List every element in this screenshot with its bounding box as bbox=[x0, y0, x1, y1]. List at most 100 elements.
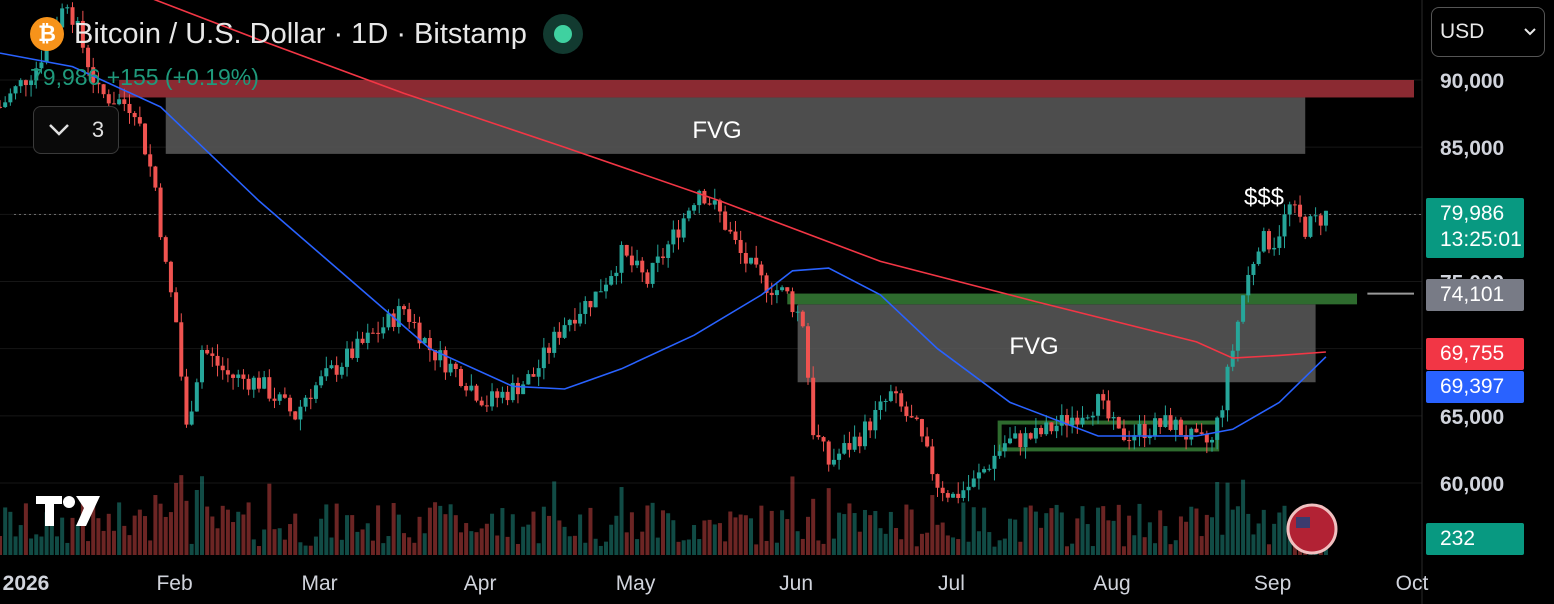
currency-select[interactable]: USD bbox=[1431, 7, 1545, 57]
volume-bar bbox=[640, 531, 645, 555]
volume-bar bbox=[365, 523, 370, 555]
volume-bar bbox=[795, 531, 800, 555]
candlesticks bbox=[0, 2, 1328, 504]
volume-bar bbox=[567, 536, 572, 555]
volume-bar bbox=[1064, 546, 1069, 555]
candle bbox=[940, 487, 945, 494]
volume-bar bbox=[1101, 506, 1106, 555]
volume-bar bbox=[1096, 507, 1101, 555]
volume-bar bbox=[184, 500, 189, 555]
candle bbox=[1008, 438, 1012, 444]
candle bbox=[1085, 417, 1090, 419]
symbol-header: ₿ Bitcoin / U.S. Dollar · 1D · Bitstamp bbox=[30, 14, 583, 54]
candle bbox=[1023, 433, 1028, 448]
candle bbox=[749, 257, 754, 264]
volume-bar bbox=[852, 513, 857, 555]
candle bbox=[262, 377, 267, 389]
volume-bar bbox=[862, 509, 867, 555]
ma-fast-tag bbox=[1426, 371, 1524, 403]
volume-bar bbox=[117, 502, 122, 555]
candle bbox=[75, 20, 80, 25]
volume-bar bbox=[552, 481, 557, 555]
volume-bar bbox=[458, 532, 463, 555]
candle bbox=[200, 349, 204, 383]
volume-bar bbox=[49, 505, 54, 555]
volume-bar bbox=[505, 536, 510, 555]
candle bbox=[1210, 439, 1214, 443]
candle bbox=[427, 338, 432, 351]
volume-bar bbox=[1023, 507, 1028, 555]
candle bbox=[70, 7, 75, 25]
volume-bar bbox=[267, 483, 272, 555]
candle bbox=[225, 370, 230, 375]
volume-bar bbox=[189, 543, 194, 555]
indicators-toggle-button[interactable]: 3 bbox=[33, 106, 119, 154]
volume-bar bbox=[816, 540, 821, 555]
candle bbox=[531, 374, 536, 377]
candle bbox=[122, 99, 127, 104]
candle bbox=[1121, 428, 1126, 441]
volume-bar bbox=[837, 512, 842, 555]
candle bbox=[29, 80, 34, 86]
candle bbox=[1132, 435, 1137, 441]
volume-bar bbox=[106, 513, 111, 555]
support-zone bbox=[787, 293, 1358, 305]
volume-bar bbox=[422, 533, 427, 555]
volume-bar bbox=[1210, 517, 1214, 555]
indicator-count: 3 bbox=[91, 117, 105, 142]
last-price-tag bbox=[1426, 198, 1524, 258]
volume-bar bbox=[951, 537, 956, 555]
candle bbox=[515, 382, 520, 395]
volume-bar bbox=[13, 536, 18, 555]
candle bbox=[604, 284, 608, 292]
volume-bar bbox=[971, 507, 976, 555]
volume-bar bbox=[334, 503, 339, 555]
candle bbox=[640, 260, 645, 273]
candle bbox=[707, 203, 712, 205]
candle bbox=[60, 8, 65, 28]
volume-bar bbox=[811, 498, 816, 555]
ma-slow-tag bbox=[1426, 338, 1524, 370]
volume-bar bbox=[262, 529, 267, 555]
volume-bar bbox=[717, 523, 722, 555]
last-price-tag-text: 13:25:01 bbox=[1440, 228, 1522, 251]
candle bbox=[1158, 418, 1163, 427]
candle bbox=[18, 80, 23, 87]
candle bbox=[1189, 428, 1194, 440]
volume-bar bbox=[666, 513, 671, 555]
candle bbox=[997, 451, 1002, 456]
volume-bar bbox=[148, 540, 153, 555]
candle bbox=[614, 272, 619, 277]
fvg-zone bbox=[165, 97, 1306, 154]
volume-bar bbox=[60, 517, 65, 555]
volume-bar bbox=[350, 515, 355, 555]
candle bbox=[1251, 263, 1256, 275]
symbol-title[interactable]: Bitcoin / U.S. Dollar · 1D · Bitstamp bbox=[74, 17, 527, 50]
candle bbox=[231, 374, 236, 378]
candle bbox=[811, 377, 816, 436]
volume-bar bbox=[215, 528, 220, 555]
volume-bar bbox=[1044, 513, 1049, 555]
candle bbox=[681, 218, 686, 238]
volume-bar bbox=[1158, 510, 1163, 555]
volume-bar bbox=[868, 515, 873, 555]
candle bbox=[8, 93, 13, 103]
time-tick-label: Jun bbox=[779, 572, 813, 595]
candle bbox=[44, 43, 49, 63]
candle bbox=[1318, 215, 1323, 226]
candle bbox=[1059, 415, 1064, 426]
time-tick-label: May bbox=[616, 572, 656, 595]
volume-bar bbox=[966, 541, 971, 555]
candle bbox=[526, 374, 531, 385]
candle bbox=[925, 436, 930, 447]
volume-bar bbox=[127, 535, 132, 555]
volume-bar bbox=[593, 538, 598, 555]
candle bbox=[495, 391, 500, 398]
candle bbox=[914, 417, 919, 420]
candle bbox=[469, 385, 474, 391]
volume-bar bbox=[769, 510, 774, 555]
candle bbox=[370, 332, 375, 334]
candle bbox=[355, 338, 360, 358]
market-open-icon[interactable] bbox=[542, 14, 583, 54]
